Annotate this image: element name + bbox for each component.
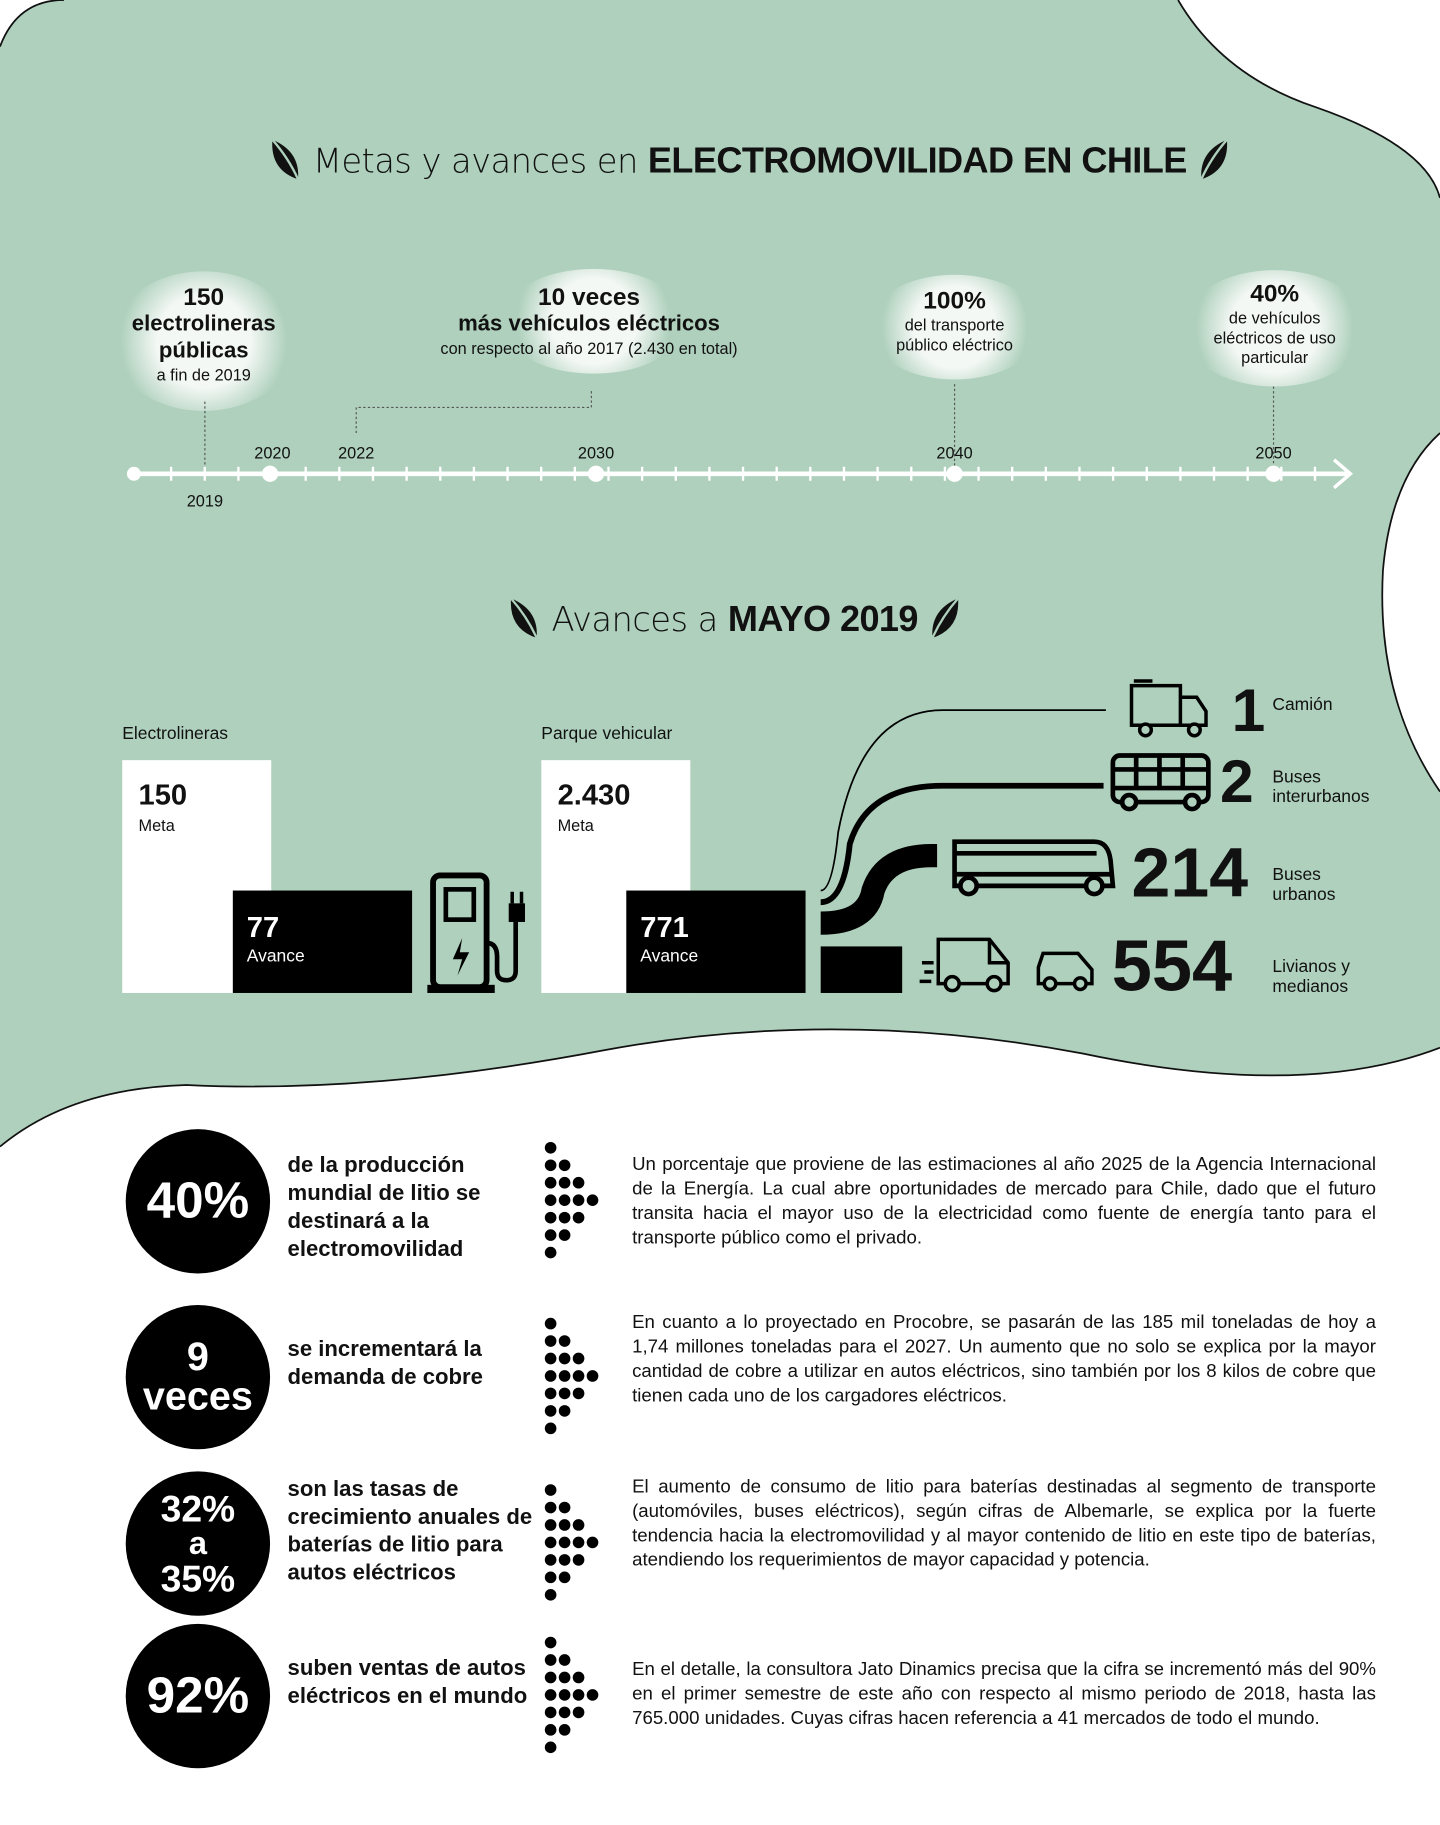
milestone-text: público eléctrico (896, 335, 1013, 354)
timeline-dot (126, 466, 141, 481)
milestone-2050: 40% de vehículos eléctricos de uso parti… (1181, 270, 1368, 387)
leaf-icon (271, 138, 300, 180)
milestone-value: 40% (1250, 280, 1300, 308)
year-label: 2020 (254, 443, 291, 463)
arrow-icon (1332, 458, 1354, 490)
coach-icon (952, 839, 1116, 897)
stat-figure: 40% (125, 1129, 271, 1274)
leader-lines (204, 384, 1275, 468)
current-label: Avance (640, 946, 699, 967)
milestone-text: particular (1241, 347, 1309, 367)
milestone-text: de vehículos (1228, 308, 1321, 328)
dotted-arrow-icon (544, 1317, 599, 1435)
milestone-value: 10 veces (538, 284, 641, 311)
leaf-icon (931, 597, 960, 639)
stat-headline: son las tasas de crecimiento anuales de … (287, 1477, 533, 1586)
milestone-text: del transporte (904, 315, 1005, 335)
milestone-2040: 100% del transporte público eléctrico (861, 274, 1047, 380)
figure-text: 92% (146, 1666, 250, 1725)
dotted-arrow-icon (544, 1141, 599, 1259)
title-bold: MAYO 2019 (727, 598, 919, 640)
charging-station-icon (427, 872, 526, 993)
year-label: 2030 (577, 443, 615, 463)
milestone-text: eléctricos de uso (1213, 328, 1336, 347)
stat-headline: se incrementará la demanda de cobre (287, 1337, 483, 1390)
stat-description: En el detalle, la consultora Jato Dinami… (632, 1660, 1376, 1729)
parque-label: Parque vehicular (541, 724, 673, 744)
milestone-2019: 150 electrolineras públicas a fin de 201… (110, 271, 297, 411)
stat-headline: suben ventas de autos eléctricos en el m… (287, 1656, 528, 1709)
milestone-text: electrolineras (131, 312, 276, 337)
goal-value: 2.430 (557, 778, 631, 812)
milestone-text: más vehículos eléctricos (458, 312, 720, 337)
year-label: 2050 (1255, 443, 1292, 463)
stat-headline: de la producción mundial de litio se des… (287, 1153, 481, 1262)
title-bold: ELECTROMOVILIDAD EN CHILE (647, 139, 1187, 181)
stat-description: Un porcentaje que proviene de las estima… (632, 1154, 1376, 1248)
vehicle-count: 1 (1231, 677, 1266, 746)
figure-text: 32% (160, 1487, 236, 1530)
progress-bar: 77 Avance (232, 890, 413, 993)
timeline-dot (261, 465, 279, 482)
vehicle-count: 554 (1111, 926, 1233, 1007)
figure-text: 9 (186, 1335, 209, 1380)
dotted-arrow-icon (544, 1484, 599, 1601)
goal-label: Meta (557, 816, 594, 835)
stat-figure: 92% (125, 1623, 271, 1769)
goal-label: Meta (138, 816, 175, 835)
vehicle-label: Camión (1272, 694, 1333, 715)
title-light: Avances a (551, 599, 718, 640)
figure-text: 35% (160, 1557, 236, 1600)
vehicle-count: 2 (1219, 748, 1254, 817)
vehicle-flow-lines (820, 679, 1211, 993)
stat-figure: 32% a 35% (125, 1471, 271, 1616)
van-icon (919, 937, 1010, 993)
milestone-value: 150 (183, 284, 225, 311)
figure-text: 40% (146, 1172, 250, 1230)
page-title: Metas y avances en ELECTROMOVILIDAD EN C… (268, 137, 1232, 181)
milestone-2022: 10 veces más vehículos eléctricos con re… (384, 268, 794, 374)
milestone-note: con respecto al año 2017 (2.430 en total… (440, 338, 738, 358)
milestone-note: a fin de 2019 (156, 365, 251, 384)
milestone-value: 100% (923, 287, 986, 315)
dotted-arrow-icon (544, 1636, 599, 1754)
timeline-dot (587, 465, 605, 482)
goal-value: 150 (138, 778, 188, 812)
current-value: 771 (640, 911, 689, 945)
vehicle-label: Buses urbanos (1272, 864, 1336, 904)
vehicle-label: Livianos y medianos (1272, 956, 1351, 996)
leaf-icon (1200, 138, 1229, 180)
current-label: Avance (246, 946, 305, 967)
truck-icon (1129, 679, 1208, 738)
title-light: Metas y avances en (312, 140, 639, 181)
year-label: 2019 (186, 491, 224, 510)
stat-description: El aumento de consumo de litio para bate… (632, 1477, 1376, 1571)
car-icon (1036, 951, 1094, 992)
section-title: Avances a MAYO 2019 (506, 596, 963, 640)
stat-figure: 9 veces (125, 1304, 271, 1450)
leaf-icon (510, 597, 538, 639)
figure-text: veces (142, 1374, 253, 1420)
milestone-text: públicas (158, 338, 249, 364)
timeline-dot (946, 465, 963, 482)
stat-description: En cuanto a lo proyectado en Procobre, s… (632, 1313, 1376, 1407)
figure-text: a (188, 1524, 207, 1562)
vehicle-count: 214 (1131, 833, 1249, 912)
bus-icon (1110, 753, 1211, 812)
vehicle-label: Buses interurbanos (1272, 767, 1370, 807)
year-label: 2022 (338, 443, 375, 463)
progress-bar: 771 Avance (626, 890, 806, 993)
electrolineras-label: Electrolineras (122, 724, 229, 744)
current-value: 77 (246, 911, 280, 945)
year-label: 2040 (936, 443, 973, 463)
timeline-dot (1265, 465, 1282, 482)
timeline-axis (126, 384, 1354, 490)
